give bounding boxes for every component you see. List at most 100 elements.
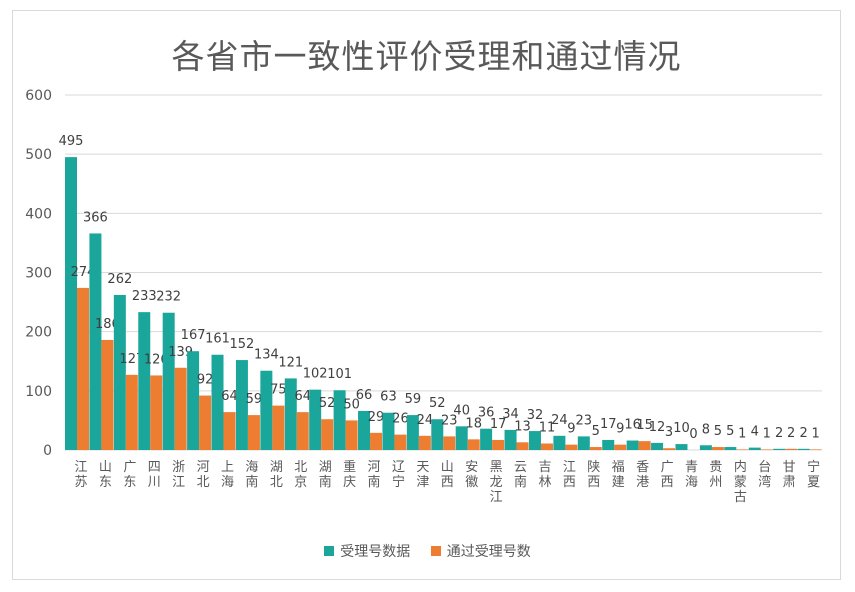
- bar-received: [699, 445, 712, 450]
- legend-label-passed: 通过受理号数: [446, 544, 531, 560]
- x-category-label: 安徽: [465, 460, 478, 490]
- bar-received: [455, 426, 468, 450]
- data-label-passed: 2: [787, 426, 795, 441]
- legend-swatch-passed: [430, 546, 441, 556]
- x-category-label: 辽宁: [392, 460, 405, 490]
- bar-received: [797, 448, 810, 450]
- bar-received: [309, 389, 322, 450]
- x-category-label: 黑龙江: [490, 460, 503, 505]
- x-category-label: 四川: [148, 460, 161, 490]
- x-category-label: 重庆: [343, 459, 356, 490]
- data-label-received: 4: [751, 425, 759, 440]
- data-label-passed: 5: [714, 424, 722, 439]
- data-label-received: 59: [405, 392, 422, 407]
- data-label-received: 34: [502, 407, 519, 422]
- data-label-received: 17: [600, 417, 617, 432]
- bar-passed: [589, 447, 602, 450]
- bar-passed: [223, 412, 236, 450]
- bar-received: [333, 390, 346, 450]
- bar-received: [187, 351, 200, 450]
- bar-received: [748, 447, 761, 450]
- data-label-received: 134: [254, 348, 279, 363]
- bar-received: [504, 429, 517, 450]
- legend-item-received: 受理号数据: [324, 541, 410, 561]
- bar-passed: [199, 395, 212, 450]
- bar-passed: [467, 439, 480, 450]
- bar-passed: [638, 441, 651, 450]
- data-label-passed: 274: [71, 265, 96, 280]
- data-label-received: 24: [551, 413, 568, 428]
- x-category-label: 江苏: [74, 460, 87, 490]
- data-label-received: 16: [624, 418, 641, 433]
- bar-received: [577, 436, 590, 450]
- data-label-passed: 50: [343, 397, 360, 412]
- bar-passed: [150, 375, 163, 450]
- legend-label-received: 受理号数据: [340, 544, 411, 560]
- data-label-passed: 18: [465, 416, 482, 431]
- x-category-label: 青海: [685, 460, 698, 490]
- bar-passed: [125, 374, 138, 450]
- bar-passed: [394, 434, 407, 450]
- x-category-label: 台湾: [758, 460, 771, 490]
- data-label-received: 101: [327, 367, 352, 382]
- x-category-label: 山东: [99, 460, 112, 490]
- y-tick-label: 400: [25, 206, 52, 222]
- data-label-passed: 64: [221, 389, 238, 404]
- bar-passed: [540, 443, 553, 450]
- data-label-received: 36: [478, 406, 495, 421]
- bar-passed: [272, 405, 285, 450]
- bar-received: [675, 444, 688, 450]
- data-label-passed: 26: [392, 412, 409, 427]
- x-category-label: 宁夏: [807, 459, 820, 490]
- y-tick-label: 100: [25, 384, 52, 400]
- y-tick-label: 500: [25, 147, 52, 163]
- bar-received: [358, 410, 371, 450]
- x-category-label: 河南: [368, 460, 381, 490]
- x-category-label: 河北: [197, 460, 210, 490]
- x-category-label: 海南: [245, 460, 258, 490]
- bar-received: [406, 415, 419, 450]
- data-label-received: 2: [775, 426, 783, 441]
- x-category-label: 广西: [661, 460, 674, 490]
- data-label-received: 66: [356, 388, 373, 403]
- chart-frame: [12, 10, 841, 580]
- data-label-passed: 13: [514, 419, 531, 434]
- data-label-received: 32: [527, 408, 544, 423]
- x-category-label: 贵州: [709, 460, 722, 490]
- data-label-passed: 15: [636, 418, 653, 433]
- data-label-passed: 127: [119, 352, 144, 367]
- bar-received: [284, 378, 297, 450]
- bar-passed: [77, 287, 89, 450]
- bar-received: [553, 435, 566, 450]
- data-label-received: 52: [429, 396, 446, 411]
- bar-passed: [492, 439, 505, 450]
- x-category-label: 上海: [221, 460, 234, 490]
- x-category-label: 吉林: [538, 460, 551, 490]
- bar-received: [89, 233, 102, 450]
- data-label-passed: 126: [144, 352, 169, 367]
- bar-received: [773, 448, 786, 450]
- x-category-label: 甘肃: [783, 460, 796, 490]
- data-label-received: 8: [702, 422, 710, 437]
- bar-passed: [345, 420, 358, 450]
- chart-legend: 受理号数据 通过受理号数: [0, 541, 855, 561]
- data-label-passed: 64: [295, 389, 312, 404]
- data-label-passed: 75: [270, 383, 287, 398]
- data-label-received: 232: [156, 290, 181, 305]
- data-label-passed: 24: [417, 413, 434, 428]
- data-label-passed: 0: [689, 427, 697, 442]
- data-label-passed: 59: [246, 392, 263, 407]
- x-category-label: 湖南: [319, 460, 332, 490]
- data-label-passed: 11: [539, 420, 556, 435]
- x-category-label: 内蒙古: [734, 459, 747, 505]
- bar-received: [260, 370, 273, 450]
- data-label-received: 262: [107, 272, 132, 287]
- data-label-passed: 17: [490, 417, 507, 432]
- bar-passed: [443, 436, 456, 450]
- y-tick-label: 600: [25, 88, 52, 104]
- data-label-received: 12: [649, 420, 666, 435]
- x-category-label: 江西: [563, 460, 576, 490]
- data-label-passed: 9: [567, 422, 575, 437]
- bar-received: [65, 157, 77, 450]
